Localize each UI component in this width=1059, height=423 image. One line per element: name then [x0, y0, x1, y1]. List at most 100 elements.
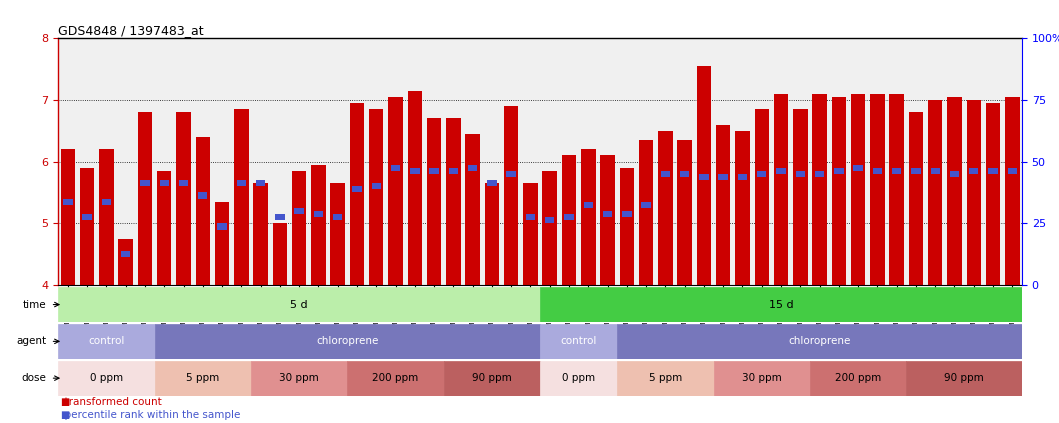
Bar — [179, 180, 189, 186]
Bar — [504, 106, 519, 285]
Bar — [58, 324, 155, 359]
Bar — [718, 174, 728, 180]
Text: chloroprene: chloroprene — [788, 336, 850, 346]
Text: chloroprene: chloroprene — [317, 336, 378, 346]
Bar — [353, 186, 362, 192]
Bar — [64, 199, 73, 205]
Bar — [444, 361, 540, 396]
Bar — [793, 109, 808, 285]
Bar — [754, 109, 769, 285]
Bar — [988, 168, 998, 174]
Bar — [545, 217, 555, 223]
Bar — [714, 361, 810, 396]
Bar — [564, 214, 574, 220]
Text: time: time — [23, 299, 47, 310]
Text: 90 ppm: 90 ppm — [472, 373, 511, 383]
Bar — [540, 324, 617, 359]
Text: 5 ppm: 5 ppm — [186, 373, 219, 383]
Bar — [330, 183, 345, 285]
Bar — [215, 202, 230, 285]
Bar — [234, 109, 249, 285]
Bar — [292, 171, 306, 285]
Bar — [410, 168, 419, 174]
Bar — [333, 214, 342, 220]
Text: GDS4848 / 1397483_at: GDS4848 / 1397483_at — [58, 24, 204, 37]
Bar — [907, 361, 1022, 396]
Bar — [928, 100, 943, 285]
Bar — [272, 223, 287, 285]
Text: control: control — [560, 336, 597, 346]
Bar — [160, 180, 169, 186]
Bar — [561, 155, 576, 285]
Bar — [581, 149, 595, 285]
Text: 5 d: 5 d — [290, 299, 308, 310]
Text: 90 ppm: 90 ppm — [945, 373, 984, 383]
Bar — [487, 180, 497, 186]
Bar — [947, 97, 962, 285]
Text: 200 ppm: 200 ppm — [373, 373, 418, 383]
Bar — [58, 287, 540, 322]
Bar — [969, 168, 979, 174]
Bar — [140, 180, 149, 186]
Bar — [83, 214, 92, 220]
Text: agent: agent — [17, 336, 47, 346]
Bar — [506, 171, 516, 177]
Bar — [485, 183, 499, 285]
Bar — [909, 112, 923, 285]
Bar — [950, 171, 959, 177]
Bar — [812, 93, 827, 285]
Text: 200 ppm: 200 ppm — [834, 373, 881, 383]
Bar — [658, 131, 672, 285]
Bar — [892, 168, 901, 174]
Bar — [542, 171, 557, 285]
Bar — [738, 174, 748, 180]
Bar — [1005, 97, 1020, 285]
Bar — [774, 93, 788, 285]
Bar — [814, 171, 824, 177]
Bar — [294, 208, 304, 214]
Bar — [523, 183, 538, 285]
Bar — [217, 223, 227, 230]
Bar — [776, 168, 786, 174]
Bar — [1007, 168, 1017, 174]
Bar — [986, 103, 1001, 285]
Bar — [810, 361, 907, 396]
Bar — [429, 168, 438, 174]
Bar — [699, 174, 708, 180]
Bar — [119, 239, 133, 285]
Bar — [465, 134, 480, 285]
Bar — [408, 91, 423, 285]
Bar — [834, 168, 844, 174]
Bar — [446, 118, 461, 285]
Bar — [931, 168, 940, 174]
Text: ■: ■ — [60, 397, 70, 407]
Bar — [369, 109, 383, 285]
Bar — [391, 165, 400, 171]
Bar — [60, 149, 75, 285]
Bar — [584, 202, 593, 208]
Bar — [620, 168, 634, 285]
Text: percentile rank within the sample: percentile rank within the sample — [58, 409, 240, 420]
Bar — [79, 168, 94, 285]
Bar — [196, 137, 210, 285]
Bar — [642, 202, 651, 208]
Bar — [427, 118, 442, 285]
Bar — [349, 103, 364, 285]
Bar — [911, 168, 920, 174]
Bar — [102, 199, 111, 205]
Bar — [275, 214, 285, 220]
Bar — [157, 171, 172, 285]
Bar — [121, 251, 130, 257]
Text: control: control — [88, 336, 125, 346]
Bar — [795, 171, 805, 177]
Bar — [236, 180, 246, 186]
Bar — [198, 192, 208, 199]
Bar — [603, 211, 612, 217]
Text: 15 d: 15 d — [769, 299, 793, 310]
Bar — [600, 155, 615, 285]
Bar — [253, 183, 268, 285]
Bar — [449, 168, 459, 174]
Text: dose: dose — [22, 373, 47, 383]
Bar — [389, 97, 402, 285]
Bar — [58, 361, 155, 396]
